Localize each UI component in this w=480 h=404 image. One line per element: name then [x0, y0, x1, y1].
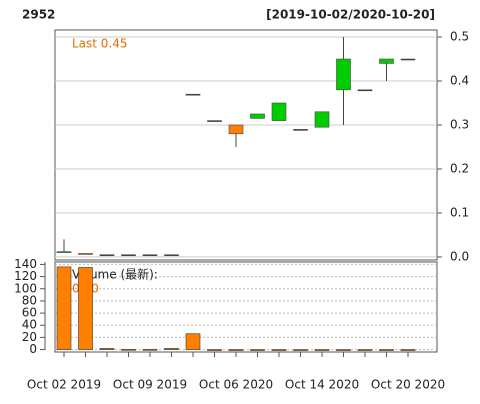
volume-bar [185, 333, 201, 350]
volume-bar [142, 348, 158, 351]
y-tick-label: 0.4 [450, 74, 469, 88]
volume-frame [54, 261, 438, 353]
volume-bar [314, 349, 330, 351]
volume-bar [400, 349, 416, 351]
price-frame [54, 29, 438, 261]
volume-bar [250, 349, 265, 351]
volume-bar [293, 349, 308, 351]
candle-body [142, 254, 158, 257]
volume-tick-label: 80 [22, 293, 37, 307]
chart-title: 2952 [22, 8, 55, 22]
volume-tick-label: 100 [14, 281, 37, 295]
volume-bar [56, 266, 72, 350]
volume-bar [228, 349, 244, 351]
candle-body [250, 113, 265, 119]
volume-bar [271, 349, 287, 351]
volume-bar [78, 267, 93, 350]
volume-bar [379, 349, 394, 351]
candle-body [228, 124, 244, 135]
last-annotation: Last 0.45 [72, 37, 128, 51]
volume-tick-label: 140 [14, 257, 37, 271]
volume-bar [207, 349, 222, 351]
y-tick-label: 0.5 [450, 30, 469, 44]
volume-bar [99, 348, 115, 350]
candle-body [99, 254, 115, 257]
volume-tick-label: 20 [22, 330, 37, 344]
candle-body [314, 111, 330, 128]
candle-body [357, 89, 373, 92]
y-tick-label: 0.3 [450, 117, 469, 131]
x-tick-label: Oct 09 2019 [113, 378, 187, 392]
candle-body [400, 58, 416, 61]
volume-bar [357, 349, 373, 351]
candle-body [164, 254, 179, 257]
volume-bar [336, 349, 351, 351]
x-tick-label: Oct 14 2020 [285, 378, 359, 392]
candle-body [207, 120, 222, 122]
x-tick-label: Oct 06 2020 [199, 378, 273, 392]
chart-subtitle: [2019-10-02/2020-10-20] [266, 8, 435, 22]
volume-tick-label: 40 [22, 318, 37, 332]
volume-bar [164, 348, 179, 350]
y-tick-label: 0.1 [450, 205, 469, 219]
volume-tick-label: 60 [22, 306, 37, 320]
volume-bar [121, 348, 136, 351]
candle-body [56, 251, 72, 253]
x-tick-label: Oct 02 2019 [27, 378, 101, 392]
volume-label: Volume (最新): [72, 267, 158, 282]
y-tick-label: 0.2 [450, 161, 469, 175]
volume-tick-label: 120 [14, 269, 37, 283]
candle-body [121, 254, 136, 257]
candle-body [271, 102, 287, 121]
candle-body [185, 93, 201, 96]
y-tick-label: 0.0 [450, 249, 469, 263]
x-tick-label: Oct 20 2020 [371, 378, 445, 392]
candle-body [293, 129, 308, 131]
candle-body [336, 58, 351, 91]
volume-tick-label: 0 [29, 342, 37, 356]
candle-body [78, 253, 93, 255]
candle-body [379, 58, 394, 64]
